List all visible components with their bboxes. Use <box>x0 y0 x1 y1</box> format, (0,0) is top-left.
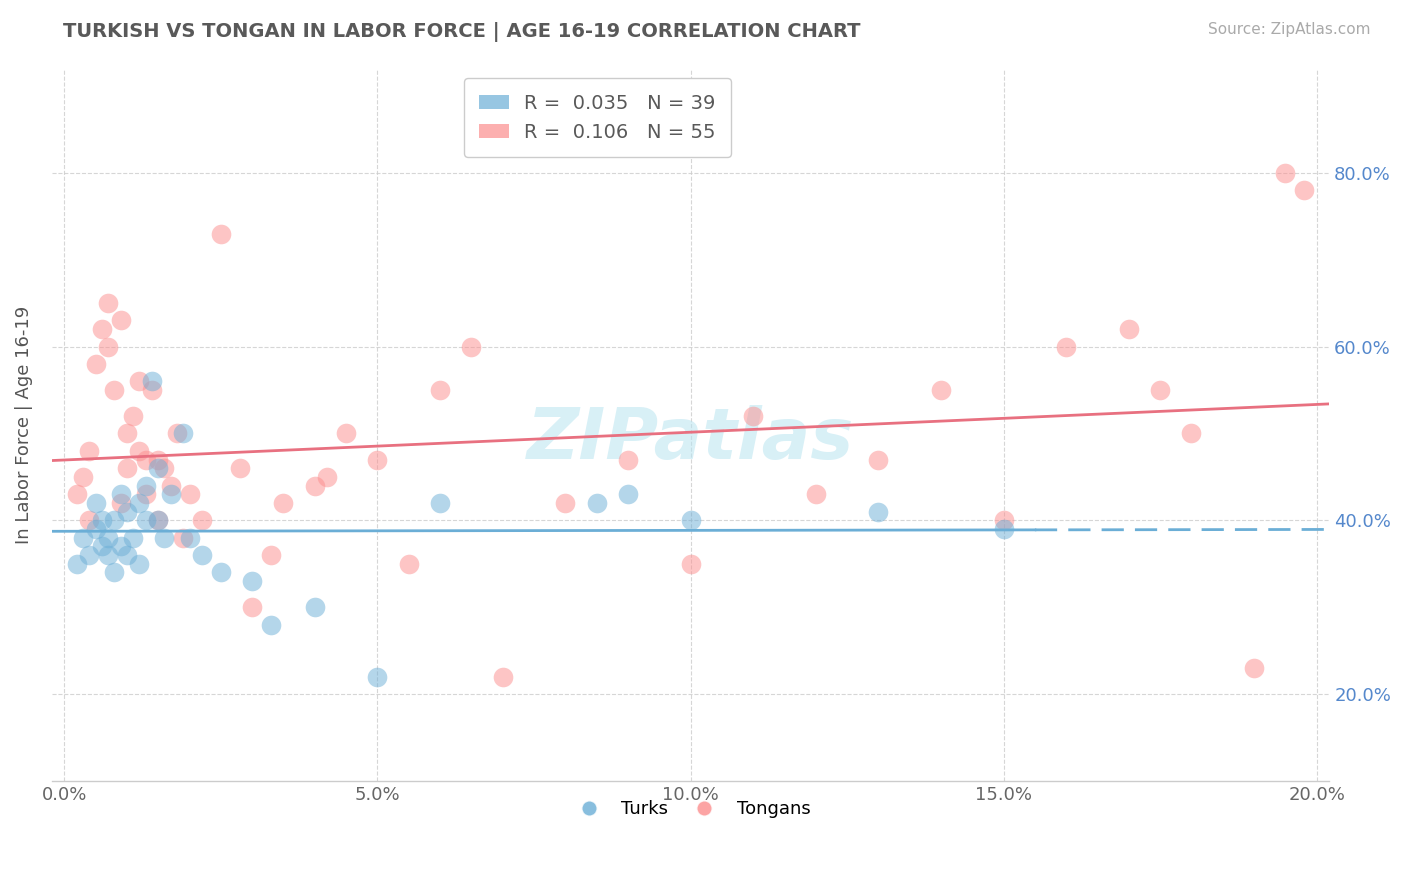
Point <box>97 548 120 562</box>
Point <box>110 496 132 510</box>
Point <box>72 531 94 545</box>
Point <box>72 470 94 484</box>
Point <box>1294 183 1316 197</box>
Point <box>135 487 157 501</box>
Point <box>228 461 250 475</box>
Point <box>868 505 890 519</box>
Point <box>128 443 150 458</box>
Point <box>97 340 120 354</box>
Point <box>491 670 513 684</box>
Point <box>110 540 132 554</box>
Point <box>993 522 1015 536</box>
Point <box>179 531 201 545</box>
Point <box>135 513 157 527</box>
Point <box>148 452 170 467</box>
Text: ZIPatlas: ZIPatlas <box>527 404 855 474</box>
Point <box>103 566 125 580</box>
Point <box>110 487 132 501</box>
Point <box>103 383 125 397</box>
Point <box>240 574 263 589</box>
Y-axis label: In Labor Force | Age 16-19: In Labor Force | Age 16-19 <box>15 306 32 544</box>
Point <box>115 548 138 562</box>
Point <box>128 374 150 388</box>
Point <box>179 487 201 501</box>
Point <box>84 522 107 536</box>
Point <box>79 443 101 458</box>
Point <box>141 383 163 397</box>
Point <box>79 548 101 562</box>
Point <box>135 478 157 492</box>
Point <box>585 496 607 510</box>
Point <box>135 452 157 467</box>
Point <box>304 600 326 615</box>
Point <box>1149 383 1171 397</box>
Point <box>679 513 702 527</box>
Point <box>172 531 194 545</box>
Point <box>742 409 765 423</box>
Point <box>148 513 170 527</box>
Point <box>110 313 132 327</box>
Point <box>122 531 145 545</box>
Point <box>166 426 188 441</box>
Point <box>617 452 640 467</box>
Point <box>141 374 163 388</box>
Point <box>868 452 890 467</box>
Point <box>209 566 232 580</box>
Point <box>209 227 232 241</box>
Point <box>617 487 640 501</box>
Point <box>1118 322 1140 336</box>
Point <box>929 383 952 397</box>
Point <box>460 340 482 354</box>
Text: Source: ZipAtlas.com: Source: ZipAtlas.com <box>1208 22 1371 37</box>
Point <box>304 478 326 492</box>
Point <box>66 557 89 571</box>
Point <box>554 496 576 510</box>
Point <box>122 409 145 423</box>
Point <box>84 357 107 371</box>
Point <box>273 496 295 510</box>
Point <box>191 513 214 527</box>
Point <box>153 461 176 475</box>
Point <box>79 513 101 527</box>
Point <box>1243 661 1265 675</box>
Point <box>148 461 170 475</box>
Legend: Turks, Tongans: Turks, Tongans <box>564 793 818 825</box>
Point <box>90 540 112 554</box>
Point <box>366 670 388 684</box>
Point <box>804 487 827 501</box>
Point <box>159 487 181 501</box>
Point <box>1054 340 1077 354</box>
Point <box>115 426 138 441</box>
Point <box>90 322 112 336</box>
Point <box>316 470 339 484</box>
Point <box>240 600 263 615</box>
Point <box>429 496 451 510</box>
Point <box>66 487 89 501</box>
Point <box>97 296 120 310</box>
Point <box>148 513 170 527</box>
Point <box>398 557 420 571</box>
Point <box>993 513 1015 527</box>
Text: TURKISH VS TONGAN IN LABOR FORCE | AGE 16-19 CORRELATION CHART: TURKISH VS TONGAN IN LABOR FORCE | AGE 1… <box>63 22 860 42</box>
Point <box>1180 426 1202 441</box>
Point <box>429 383 451 397</box>
Point <box>191 548 214 562</box>
Point <box>335 426 357 441</box>
Point <box>84 496 107 510</box>
Point <box>159 478 181 492</box>
Point <box>97 531 120 545</box>
Point <box>103 513 125 527</box>
Point <box>366 452 388 467</box>
Point <box>115 505 138 519</box>
Point <box>1274 166 1296 180</box>
Point <box>172 426 194 441</box>
Point <box>128 557 150 571</box>
Point <box>115 461 138 475</box>
Point <box>260 617 283 632</box>
Point <box>679 557 702 571</box>
Point <box>153 531 176 545</box>
Point <box>90 513 112 527</box>
Point <box>260 548 283 562</box>
Point <box>128 496 150 510</box>
